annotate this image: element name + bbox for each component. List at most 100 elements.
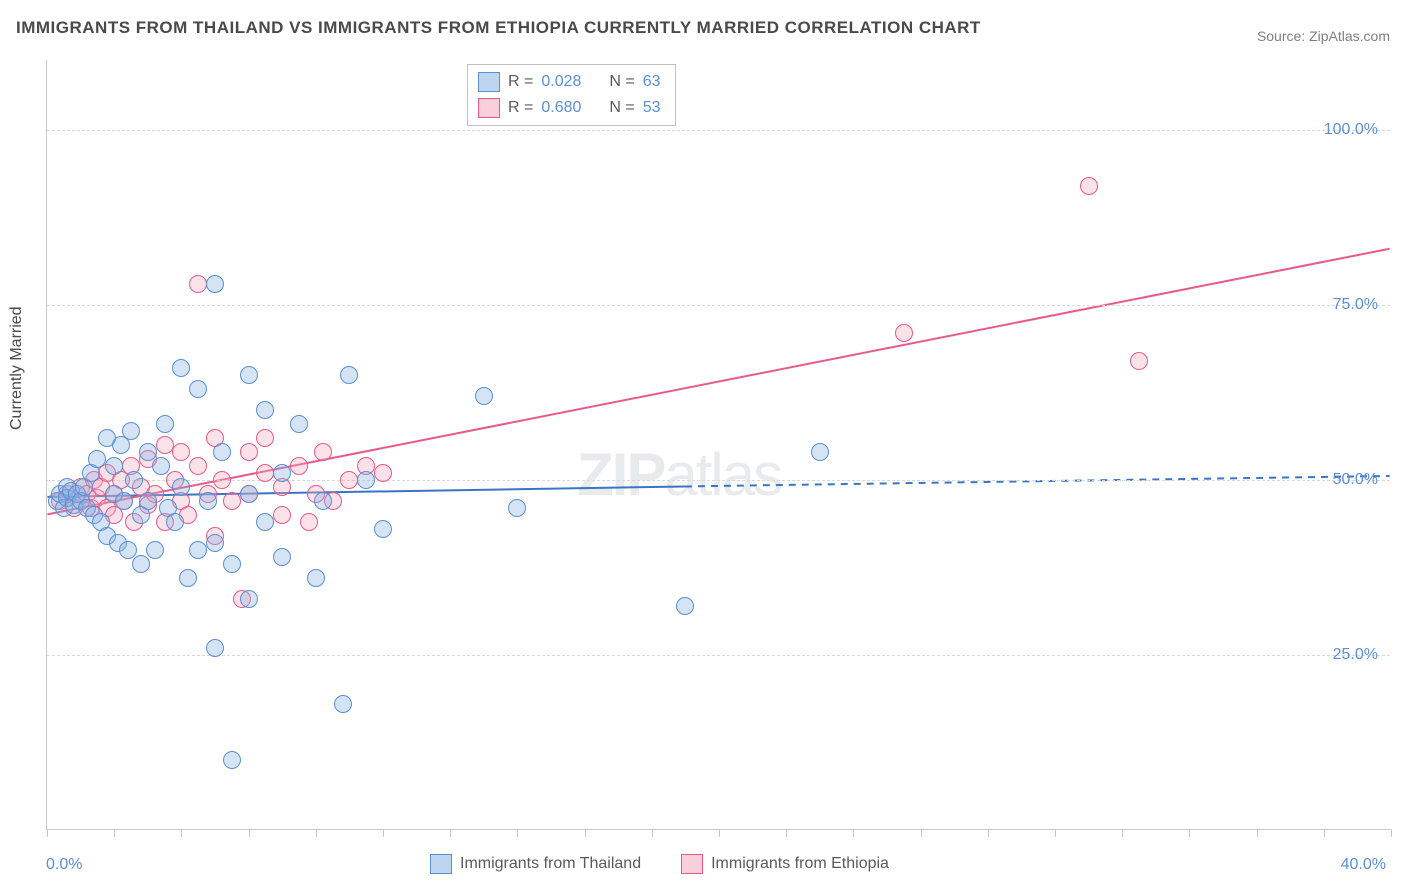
legend-label-ethiopia: Immigrants from Ethiopia [711,855,889,873]
x-tick [316,829,317,837]
data-point [340,366,358,384]
data-point [314,443,332,461]
data-point [1080,177,1098,195]
data-point [357,471,375,489]
legend-label-thailand: Immigrants from Thailand [460,855,641,873]
chart-plot-area: ZIPatlas R = 0.028 N = 63 R = 0.680 N = … [46,60,1390,830]
data-point [189,541,207,559]
r-value-thailand: 0.028 [541,69,581,95]
gridline [47,655,1390,656]
data-point [273,506,291,524]
data-point [156,436,174,454]
data-point [1130,352,1148,370]
x-tick [652,829,653,837]
data-point [139,443,157,461]
data-point [290,415,308,433]
r-label: R = [508,95,533,121]
y-tick-label: 75.0% [1333,296,1378,314]
x-tick [921,829,922,837]
x-tick [249,829,250,837]
data-point [223,492,241,510]
gridline [47,480,1390,481]
data-point [314,492,332,510]
data-point [206,639,224,657]
x-tick [853,829,854,837]
data-point [240,443,258,461]
data-point [374,520,392,538]
data-point [256,513,274,531]
data-point [213,443,231,461]
swatch-blue-icon [478,72,500,92]
x-tick [719,829,720,837]
x-tick [383,829,384,837]
data-point [146,541,164,559]
data-point [256,464,274,482]
x-tick [786,829,787,837]
data-point [189,275,207,293]
data-point [189,380,207,398]
data-point [105,457,123,475]
data-point [240,485,258,503]
n-label: N = [609,69,634,95]
data-point [166,513,184,531]
y-tick-label: 50.0% [1333,471,1378,489]
watermark-bold: ZIP [577,441,664,508]
x-tick [114,829,115,837]
x-tick [1324,829,1325,837]
watermark: ZIPatlas [577,440,781,509]
data-point [273,464,291,482]
data-point [273,548,291,566]
data-point [156,415,174,433]
data-point [206,275,224,293]
x-tick [1257,829,1258,837]
x-tick [1122,829,1123,837]
y-tick-label: 100.0% [1324,121,1378,139]
x-tick [181,829,182,837]
data-point [240,590,258,608]
stats-row-ethiopia: R = 0.680 N = 53 [478,95,661,121]
data-point [290,457,308,475]
gridline [47,130,1390,131]
swatch-blue-icon [430,854,452,874]
data-point [223,555,241,573]
data-point [895,324,913,342]
data-point [213,471,231,489]
data-point [508,499,526,517]
legend-item-thailand: Immigrants from Thailand [430,854,641,874]
data-point [172,478,190,496]
data-point [475,387,493,405]
r-label: R = [508,69,533,95]
data-point [172,359,190,377]
data-point [132,555,150,573]
x-tick [1189,829,1190,837]
data-point [206,534,224,552]
data-point [334,695,352,713]
data-point [240,366,258,384]
data-point [172,443,190,461]
data-point [139,492,157,510]
data-point [88,450,106,468]
r-value-ethiopia: 0.680 [541,95,581,121]
n-value-ethiopia: 53 [643,95,661,121]
data-point [676,597,694,615]
y-axis-label: Currently Married [8,306,26,430]
n-value-thailand: 63 [643,69,661,95]
data-point [256,429,274,447]
data-point [300,513,318,531]
x-tick [517,829,518,837]
data-point [223,751,241,769]
x-tick [1055,829,1056,837]
source-label: Source: ZipAtlas.com [1257,28,1390,44]
x-tick [1391,829,1392,837]
data-point [152,457,170,475]
n-label: N = [609,95,634,121]
data-point [811,443,829,461]
x-axis-min-label: 0.0% [46,856,82,874]
x-axis-max-label: 40.0% [1341,856,1386,874]
x-tick [585,829,586,837]
x-tick [47,829,48,837]
data-point [307,569,325,587]
data-point [125,471,143,489]
data-point [199,492,217,510]
x-tick [450,829,451,837]
